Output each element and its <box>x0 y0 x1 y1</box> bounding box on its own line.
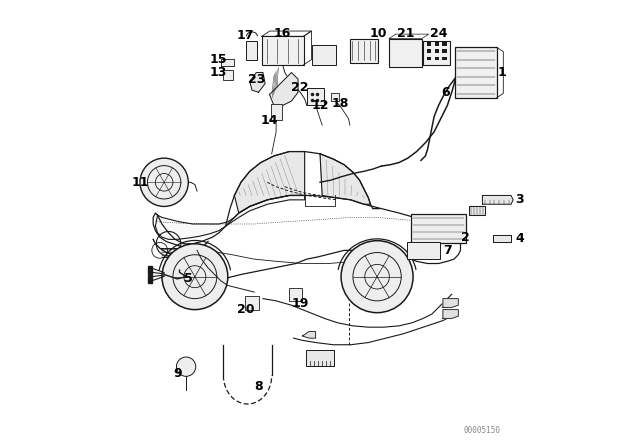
Polygon shape <box>469 207 484 215</box>
Text: 8: 8 <box>254 380 263 393</box>
Text: 4: 4 <box>515 232 524 245</box>
Bar <box>427 49 431 53</box>
Polygon shape <box>221 59 234 66</box>
Circle shape <box>162 244 228 310</box>
Bar <box>349 39 378 63</box>
Text: 5: 5 <box>184 272 193 285</box>
Text: 18: 18 <box>331 97 348 110</box>
Polygon shape <box>493 235 511 241</box>
Circle shape <box>341 241 413 313</box>
Text: 9: 9 <box>173 367 182 380</box>
Polygon shape <box>443 310 458 319</box>
Text: 6: 6 <box>441 86 449 99</box>
Polygon shape <box>320 154 371 204</box>
Bar <box>312 45 337 65</box>
Text: 15: 15 <box>209 53 227 66</box>
Bar <box>435 49 439 53</box>
Bar <box>411 214 466 243</box>
Bar <box>427 56 431 60</box>
Polygon shape <box>156 195 305 239</box>
Text: 23: 23 <box>248 73 265 86</box>
Text: 2: 2 <box>461 231 469 244</box>
Bar <box>423 41 449 65</box>
Bar <box>389 39 422 67</box>
Circle shape <box>177 357 196 376</box>
Text: 12: 12 <box>311 99 329 112</box>
Bar <box>332 93 339 101</box>
Bar <box>442 56 447 60</box>
Polygon shape <box>250 73 265 92</box>
Text: 24: 24 <box>430 26 447 39</box>
Bar <box>246 41 257 60</box>
Bar <box>306 349 334 366</box>
Bar <box>455 47 497 98</box>
Bar <box>271 103 282 121</box>
Polygon shape <box>303 332 316 338</box>
Polygon shape <box>443 299 458 307</box>
Bar <box>245 297 259 310</box>
Text: 16: 16 <box>274 26 291 39</box>
Text: 10: 10 <box>370 26 387 39</box>
Text: 21: 21 <box>397 26 414 39</box>
Bar <box>307 88 324 105</box>
Polygon shape <box>269 73 298 105</box>
Bar <box>442 49 447 53</box>
Text: 19: 19 <box>292 297 309 310</box>
Text: 17: 17 <box>237 29 254 42</box>
Bar <box>435 56 439 60</box>
Bar <box>223 70 232 80</box>
Circle shape <box>140 158 188 207</box>
Polygon shape <box>234 151 305 213</box>
Bar <box>442 43 447 47</box>
Bar <box>435 43 439 47</box>
Bar <box>427 43 431 47</box>
Text: 11: 11 <box>131 176 148 189</box>
Bar <box>289 288 303 301</box>
Polygon shape <box>483 195 513 204</box>
Text: 13: 13 <box>209 66 227 79</box>
Bar <box>406 242 440 258</box>
Bar <box>262 36 303 65</box>
Text: 7: 7 <box>443 244 452 257</box>
Text: 1: 1 <box>498 66 507 79</box>
Text: 14: 14 <box>260 114 278 127</box>
Text: 22: 22 <box>291 82 309 95</box>
Text: 00005150: 00005150 <box>464 426 501 435</box>
Text: 20: 20 <box>237 303 254 316</box>
Text: 3: 3 <box>515 194 524 207</box>
